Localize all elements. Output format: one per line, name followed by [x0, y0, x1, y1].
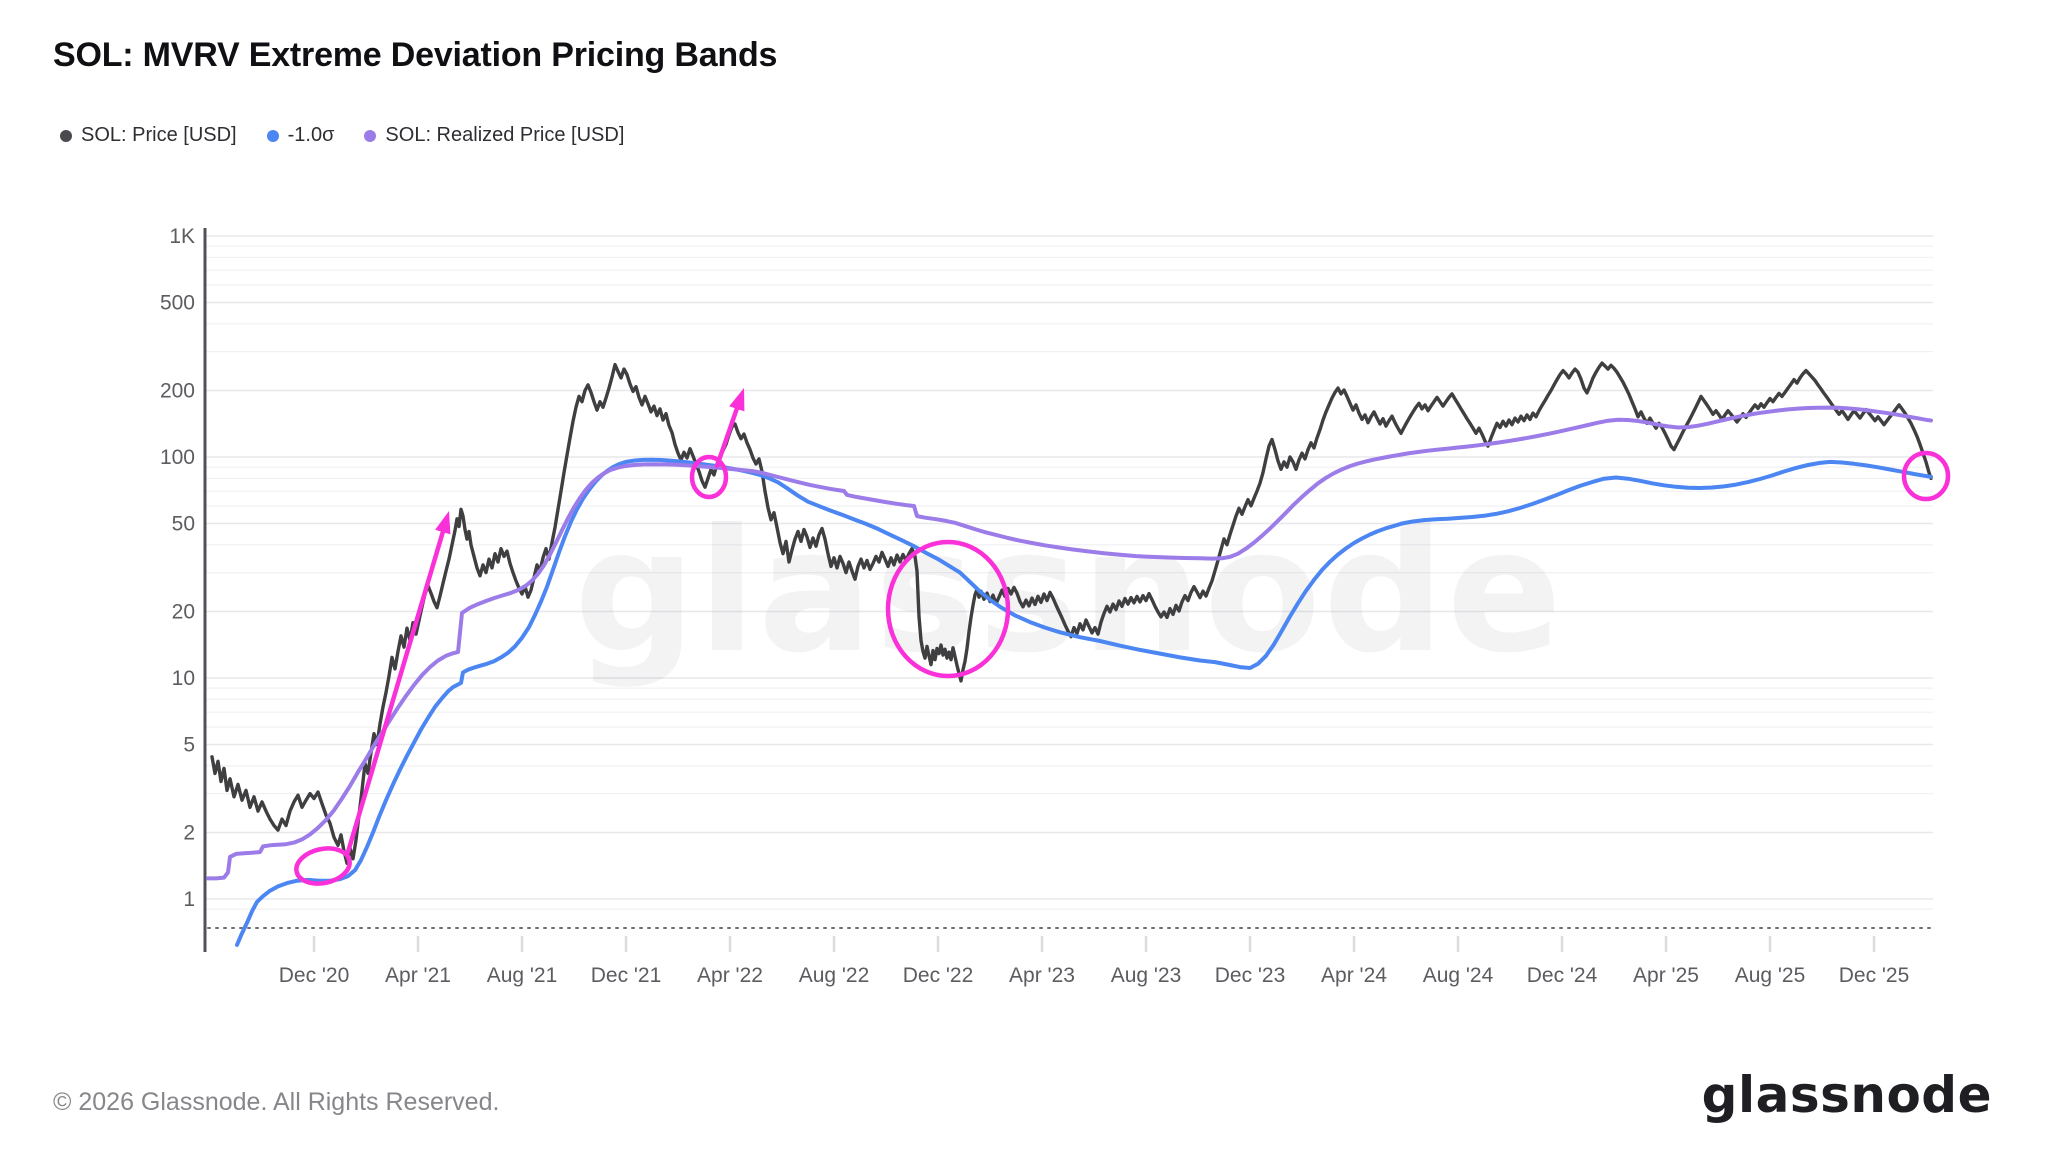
y-axis-label: 500: [160, 292, 195, 315]
annotation-ellipse: [689, 454, 729, 500]
x-axis-label: Apr '23: [1009, 964, 1075, 987]
minus-1-sigma-series-dot-icon: [266, 129, 279, 142]
legend-item-price[interactable]: SOL: Price [USD]: [60, 124, 237, 147]
x-axis-label: Dec '24: [1527, 964, 1598, 987]
annotation-ellipse: [1901, 450, 1951, 502]
y-axis-label: 200: [160, 380, 195, 403]
x-axis-label: Dec '22: [903, 964, 974, 987]
x-axis-label: Aug '22: [799, 964, 870, 987]
annotation-ellipse: [294, 846, 352, 886]
legend-item-label: -1.0σ: [287, 124, 335, 146]
x-axis-label: Dec '23: [1215, 964, 1286, 987]
legend-item-realized-price[interactable]: SOL: Realized Price [USD]: [364, 124, 624, 147]
y-axis-label: 50: [172, 513, 195, 536]
legend-item-label: SOL: Price [USD]: [81, 124, 237, 146]
x-axis-label: Aug '24: [1423, 964, 1494, 987]
x-axis-label: Dec '25: [1839, 964, 1910, 987]
x-axis-label: Aug '23: [1111, 964, 1182, 987]
y-axis-label: 20: [172, 601, 195, 624]
x-axis-label: Dec '21: [591, 964, 662, 987]
annotation-arrow-line: [714, 406, 740, 469]
annotation-ellipse: [885, 539, 1011, 679]
y-axis-label: 10: [172, 667, 195, 690]
series-realized-price: [206, 405, 1933, 881]
y-axis-label: 2: [183, 822, 195, 845]
x-axis-label: Dec '20: [279, 964, 350, 987]
copyright-text: © 2026 Glassnode. All Rights Reserved.: [53, 1088, 500, 1116]
annotation-arrowhead-icon: [435, 511, 451, 535]
x-axis-label: Aug '25: [1735, 964, 1806, 987]
y-axis-label: 1: [183, 888, 195, 911]
y-axis-label: 100: [160, 446, 195, 469]
x-axis-label: Apr '22: [697, 964, 763, 987]
price-series-dot-icon: [60, 129, 72, 142]
x-axis-label: Apr '21: [385, 964, 451, 987]
y-axis-label: 5: [183, 734, 195, 757]
x-axis-label: Apr '24: [1321, 964, 1387, 987]
realized-price-series-dot-icon: [364, 129, 377, 142]
legend-item-minus-1-sigma[interactable]: -1.0σ: [266, 124, 335, 147]
annotation-arrow-line: [345, 529, 446, 855]
series-minus-1-sigma: [235, 457, 1933, 947]
chart-legend: SOL: Price [USD] -1.0σ SOL: Realized Pri…: [60, 124, 624, 147]
legend-item-label: SOL: Realized Price [USD]: [385, 124, 625, 146]
page-title: SOL: MVRV Extreme Deviation Pricing Band…: [53, 36, 778, 74]
x-axis-label: Aug '21: [487, 964, 558, 987]
glassnode-logo: glassnode: [1701, 1066, 1992, 1124]
y-axis-label: 1K: [169, 225, 195, 248]
x-axis-label: Apr '25: [1633, 964, 1699, 987]
annotation-arrowhead-icon: [729, 388, 745, 412]
